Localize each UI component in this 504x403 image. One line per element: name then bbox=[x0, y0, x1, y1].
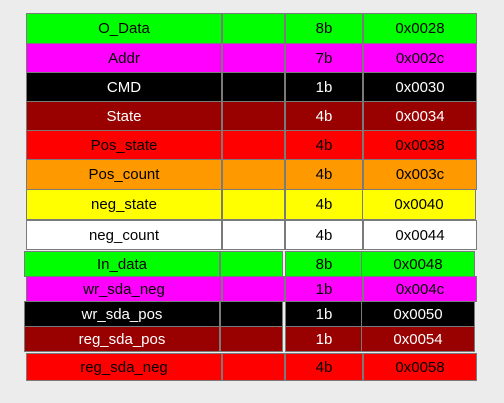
register-spacer-cell bbox=[222, 276, 285, 302]
register-row-neg-count: neg_count 4b 0x0044 bbox=[0, 220, 504, 250]
register-spacer-cell bbox=[220, 301, 283, 327]
register-name-cell: Pos_count bbox=[26, 159, 222, 190]
register-row-reg-sda-pos: reg_sda_pos 1b 0x0054 bbox=[0, 326, 504, 352]
register-spacer-cell bbox=[222, 13, 285, 44]
register-row-pos-state: Pos_state 4b 0x0038 bbox=[0, 130, 504, 160]
register-address-cell: 0x0028 bbox=[363, 13, 477, 44]
register-spacer-cell bbox=[222, 43, 285, 73]
register-address-cell: 0x003c bbox=[363, 159, 477, 190]
register-row-cmd: CMD 1b 0x0030 bbox=[0, 72, 504, 102]
register-name-cell: Pos_state bbox=[26, 130, 222, 160]
register-name-cell: neg_count bbox=[26, 220, 222, 250]
register-name-cell: State bbox=[26, 101, 222, 131]
register-size-cell: 4b bbox=[285, 159, 363, 190]
register-spacer-cell bbox=[220, 251, 283, 277]
register-size-cell: 4b bbox=[285, 101, 363, 131]
register-name-cell: CMD bbox=[26, 72, 222, 102]
register-address-cell: 0x0048 bbox=[361, 251, 475, 277]
register-address-cell: 0x004c bbox=[363, 276, 477, 302]
register-address-cell: 0x002c bbox=[363, 43, 477, 73]
register-address-cell: 0x0058 bbox=[363, 353, 477, 381]
register-row-addr: Addr 7b 0x002c bbox=[0, 43, 504, 73]
register-row-o-data: O_Data 8b 0x0028 bbox=[0, 13, 504, 44]
register-spacer-cell bbox=[222, 353, 285, 381]
register-spacer-cell bbox=[222, 72, 285, 102]
register-address-cell: 0x0030 bbox=[363, 72, 477, 102]
register-spacer-cell bbox=[222, 159, 285, 190]
register-address-cell: 0x0050 bbox=[361, 301, 475, 327]
register-spacer-cell bbox=[222, 220, 285, 250]
register-row-in-data: In_data 8b 0x0048 bbox=[0, 251, 504, 277]
register-size-cell: 1b bbox=[285, 301, 363, 327]
register-size-cell: 4b bbox=[285, 189, 363, 220]
register-address-cell: 0x0034 bbox=[363, 101, 477, 131]
register-row-reg-sda-neg: reg_sda_neg 4b 0x0058 bbox=[0, 353, 504, 381]
register-row-state: State 4b 0x0034 bbox=[0, 101, 504, 131]
register-size-cell: 7b bbox=[285, 43, 363, 73]
register-name-cell: Addr bbox=[26, 43, 222, 73]
register-name-cell: In_data bbox=[24, 251, 220, 277]
register-spacer-cell bbox=[220, 326, 283, 352]
register-spacer-cell bbox=[222, 189, 285, 220]
register-size-cell: 8b bbox=[285, 251, 363, 277]
register-name-cell: O_Data bbox=[26, 13, 222, 44]
register-row-neg-state: neg_state 4b 0x0040 bbox=[0, 189, 504, 220]
register-name-cell: wr_sda_neg bbox=[26, 276, 222, 302]
register-name-cell: wr_sda_pos bbox=[24, 301, 220, 327]
register-size-cell: 1b bbox=[285, 276, 363, 302]
register-name-cell: reg_sda_neg bbox=[26, 353, 222, 381]
register-row-pos-count: Pos_count 4b 0x003c bbox=[0, 159, 504, 190]
register-address-cell: 0x0054 bbox=[361, 326, 475, 352]
register-address-cell: 0x0040 bbox=[362, 189, 476, 220]
register-size-cell: 4b bbox=[285, 353, 363, 381]
register-address-cell: 0x0044 bbox=[363, 220, 477, 250]
register-size-cell: 4b bbox=[285, 220, 363, 250]
register-size-cell: 1b bbox=[285, 326, 363, 352]
register-size-cell: 1b bbox=[285, 72, 363, 102]
register-row-wr-sda-pos: wr_sda_pos 1b 0x0050 bbox=[0, 301, 504, 327]
register-spacer-cell bbox=[222, 130, 285, 160]
register-address-cell: 0x0038 bbox=[363, 130, 477, 160]
register-size-cell: 8b bbox=[285, 13, 363, 44]
register-size-cell: 4b bbox=[285, 130, 363, 160]
register-row-wr-sda-neg: wr_sda_neg 1b 0x004c bbox=[0, 276, 504, 302]
register-name-cell: reg_sda_pos bbox=[24, 326, 220, 352]
register-name-cell: neg_state bbox=[26, 189, 222, 220]
register-spacer-cell bbox=[222, 101, 285, 131]
